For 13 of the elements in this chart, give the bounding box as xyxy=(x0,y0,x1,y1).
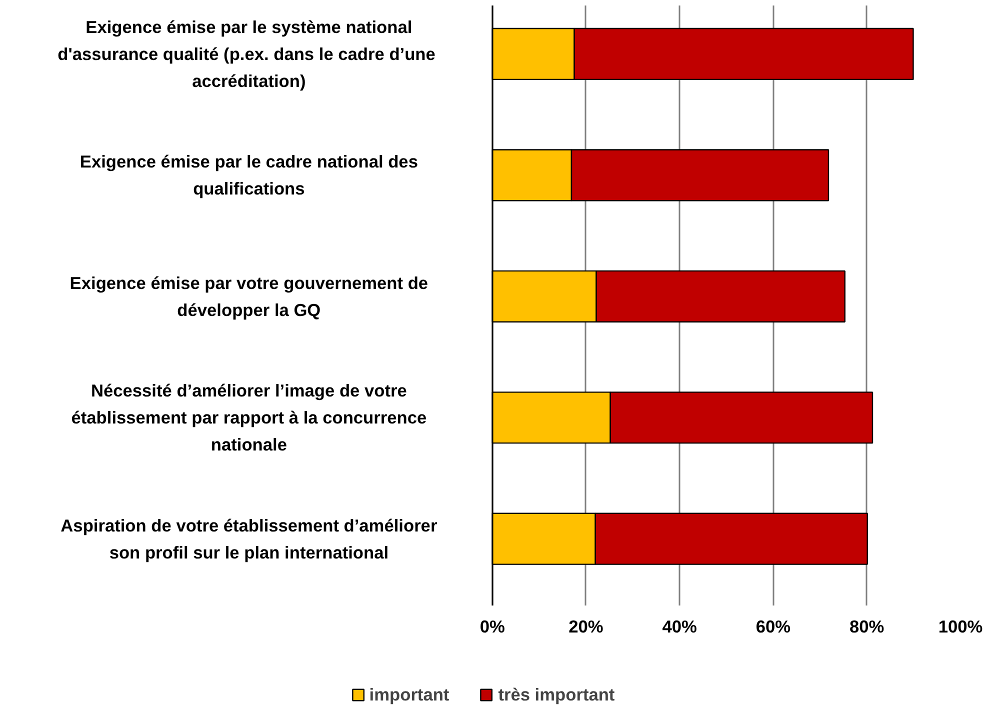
y-tick-label: Nécessité d’améliorer l’image de votre établissement par rapport à la concurrence nationale xyxy=(71,380,427,455)
x-tick-label: 100% xyxy=(938,616,983,636)
x-tick-label: 20% xyxy=(568,616,604,636)
y-tick-label: Exigence émise par le système national d'assurance qualité (p.ex. dans le cadre d’une accréditation) xyxy=(58,16,436,91)
x-tick-label: 80% xyxy=(850,616,884,636)
legend-label: important xyxy=(369,684,450,705)
y-tick-label: Aspiration de votre établissement d’améliorer son profil sur le plan international xyxy=(60,515,438,562)
legend-label: très important xyxy=(498,684,615,705)
x-tick-label: 0% xyxy=(480,616,505,636)
y-tick-label: Exigence émise par votre gouvernement de développer la GQ xyxy=(70,272,428,320)
x-tick-label: 40% xyxy=(662,616,697,636)
x-tick-label: 60% xyxy=(756,616,791,636)
y-tick-label: Exigence émise par le cadre national des qualifications xyxy=(80,152,418,199)
